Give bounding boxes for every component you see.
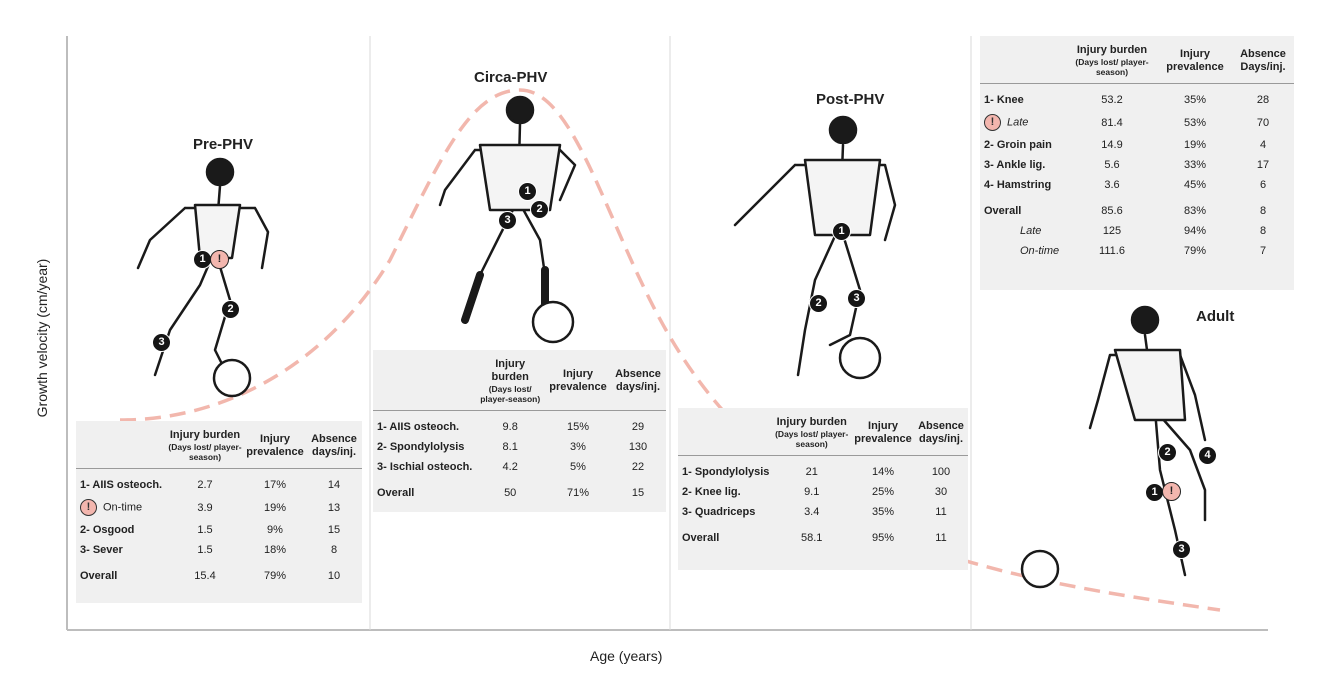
stage-title-adult: Adult (1196, 308, 1235, 325)
marker-circa-1: 1 (518, 182, 537, 201)
marker-adult-warning: ! (1162, 482, 1181, 501)
table-pre-phv: Injury burden (Days lost/ player-season) … (76, 421, 362, 603)
marker-circa-3: 3 (498, 211, 517, 230)
header-prevalence: Injury prevalence (546, 350, 610, 411)
player-figure-post-phv (733, 115, 897, 380)
header-absence: Absence Days/inj. (1232, 36, 1294, 84)
table-row-sub: On-time 111.6 79% 7 (1020, 245, 1267, 257)
player-figure-pre-phv (136, 157, 270, 398)
table-row: 4- Hamstring 3.6 45% 6 (984, 179, 1267, 191)
table-circa-phv: Injury burden (Days lost/ player-season) … (373, 350, 666, 512)
header-burden: Injury burden (Days lost/ player-season) (1066, 36, 1158, 84)
marker-circa-2: 2 (530, 200, 549, 219)
header-absence: Absence days/inj. (914, 408, 968, 456)
table-row: 2- Spondylolysis 8.1 3% 130 (377, 441, 648, 453)
marker-post-2: 2 (809, 294, 828, 313)
table-post-phv: Injury burden (Days lost/ player-season) … (678, 408, 968, 570)
table-row: 1- AIIS osteoch. 9.8 15% 29 (377, 421, 645, 433)
table-row-overall: Overall 85.6 83% 8 (984, 205, 1267, 217)
header-burden: Injury burden (Days lost/ player-season) (771, 408, 852, 456)
table-row-sub: Late 125 94% 8 (1020, 225, 1267, 237)
table-row: 3- Ischial osteoch. 4.2 5% 22 (377, 461, 645, 473)
player-figure-circa-phv (438, 95, 577, 344)
header-prevalence: Injury prevalence (1158, 36, 1232, 84)
table-row: 1- AIIS osteoch. 2.7 17% 14 (80, 479, 341, 491)
table-row: 2- Osgood 1.5 9% 15 (80, 524, 341, 536)
table-row-overall: Overall 58.1 95% 11 (682, 532, 947, 544)
table-row-overall: Overall 15.4 79% 10 (80, 570, 341, 582)
x-axis-label: Age (years) (590, 648, 663, 664)
header-prevalence: Injury prevalence (852, 408, 914, 456)
header-absence: Absence days/inj. (610, 350, 666, 411)
player-figure-adult (1020, 305, 1207, 589)
marker-pre-2: 2 (221, 300, 240, 319)
y-axis-label: Growth velocity (cm/year) (34, 258, 50, 418)
table-row-overall: Overall 50 71% 15 (377, 487, 645, 499)
table-row: 3- Sever 1.5 18% 8 (80, 544, 338, 556)
table-row: 2- Groin pain 14.9 19% 4 (984, 139, 1267, 151)
warning-icon: ! (80, 499, 97, 516)
marker-pre-warning: ! (210, 250, 229, 269)
stage-title-pre-phv: Pre-PHV (193, 136, 254, 153)
marker-adult-2: 2 (1158, 443, 1177, 462)
table-row: 1- Spondylolysis 21 14% 100 (682, 466, 951, 478)
header-burden: Injury burden (Days lost/ player-season) (166, 421, 244, 469)
marker-adult-3: 3 (1172, 540, 1191, 559)
table-row: 1- Knee 53.2 35% 28 (984, 94, 1270, 106)
table-row: ! On-time 3.9 19% 13 (76, 495, 362, 520)
marker-pre-3: 3 (152, 333, 171, 352)
table-adult: Injury burden (Days lost/ player-season) … (980, 36, 1294, 290)
table-row: 3- Quadriceps 3.4 35% 11 (682, 506, 947, 518)
marker-post-3: 3 (847, 289, 866, 308)
marker-adult-4: 4 (1198, 446, 1217, 465)
stage-title-circa-phv: Circa-PHV (474, 69, 548, 86)
table-row: 3- Ankle lig. 5.6 33% 17 (984, 159, 1270, 171)
table-row: ! Late 81.4 53% 70 (980, 110, 1294, 135)
header-absence: Absence days/inj. (306, 421, 362, 469)
marker-post-1: 1 (832, 222, 851, 241)
stage-title-post-phv: Post-PHV (816, 91, 885, 108)
table-row: 2- Knee lig. 9.1 25% 30 (682, 486, 948, 498)
header-prevalence: Injury prevalence (244, 421, 306, 469)
header-burden: Injury burden (Days lost/ player-season) (474, 350, 546, 411)
warning-icon: ! (984, 114, 1001, 131)
